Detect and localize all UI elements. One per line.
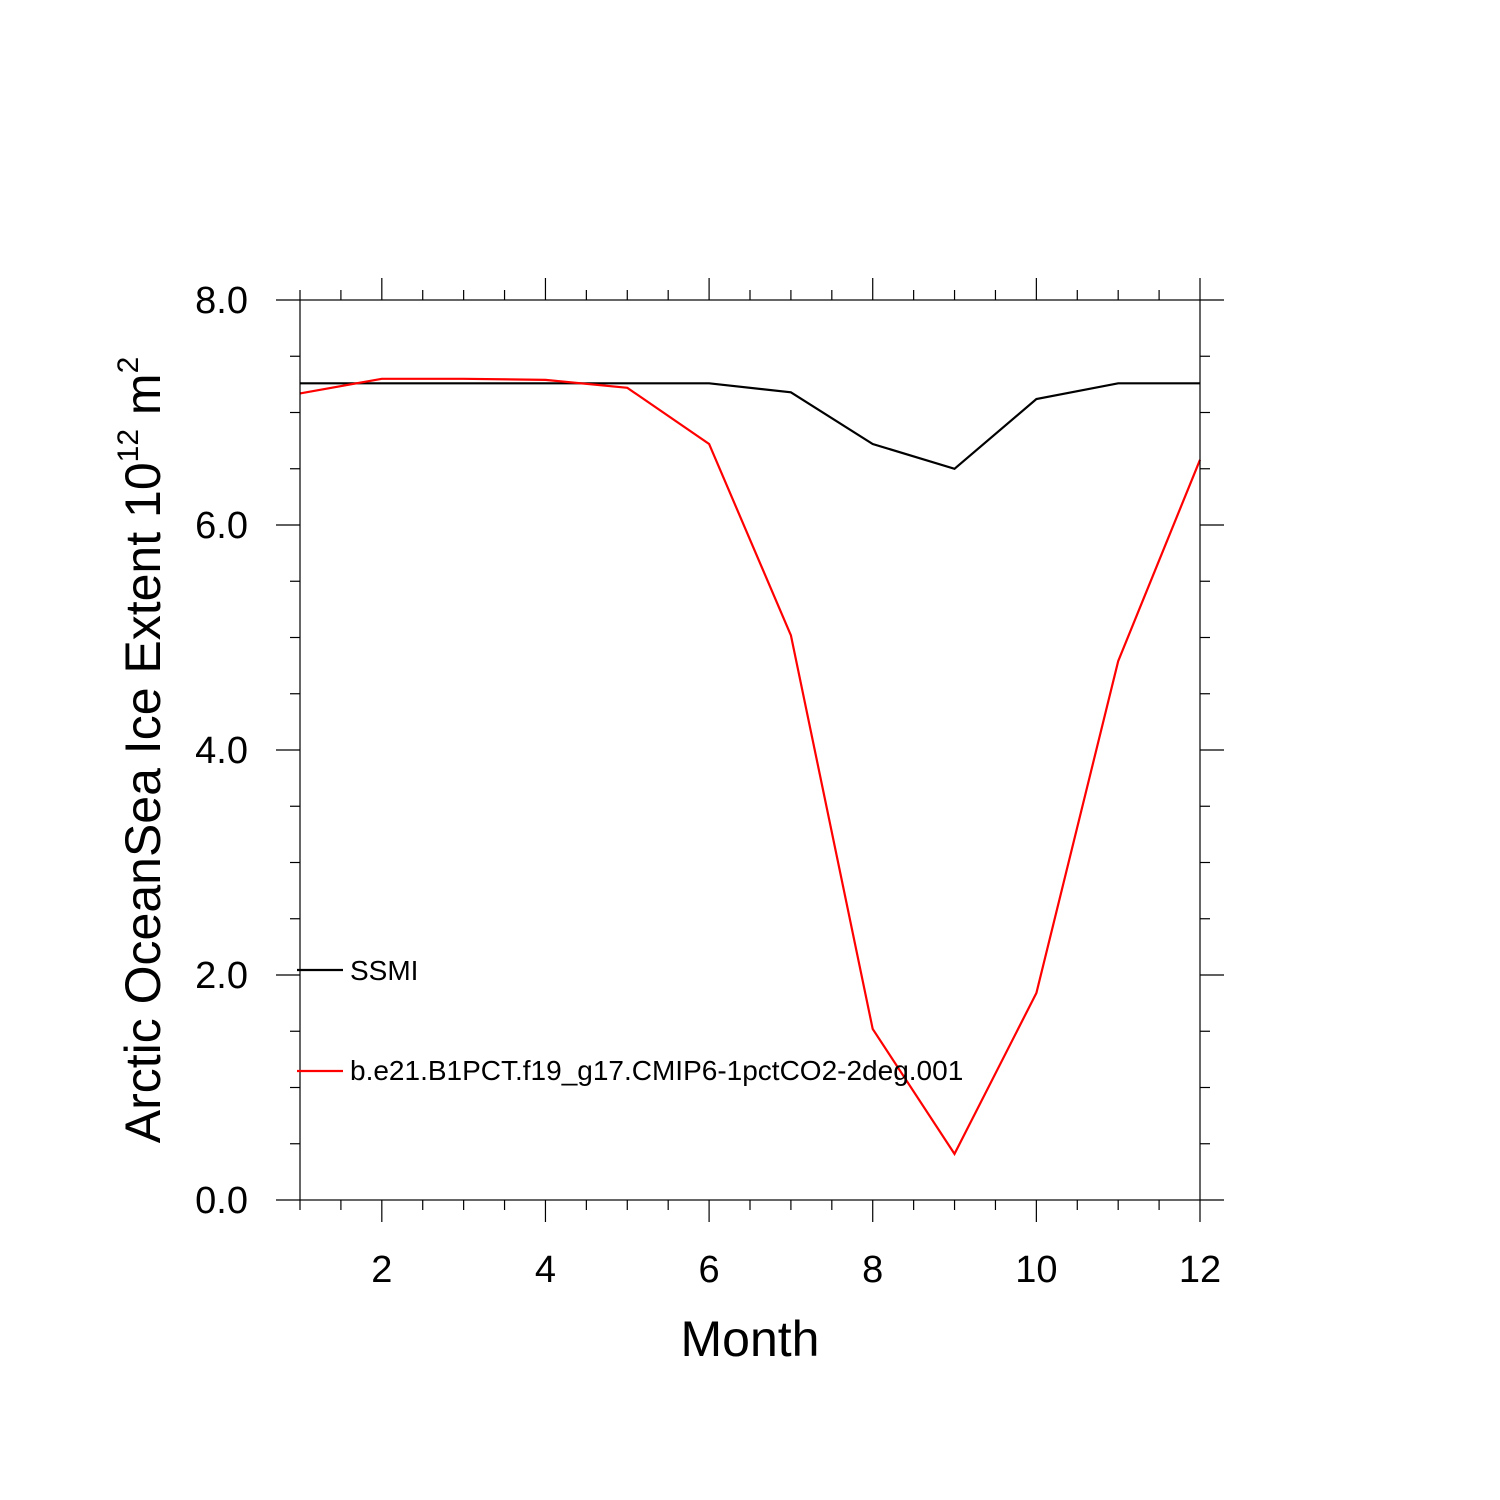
plot-frame: [299, 299, 1201, 1201]
x-tick-label: 6: [699, 1249, 720, 1291]
x-axis-title: Month: [681, 1311, 820, 1367]
series-line-model: [299, 377, 1202, 1157]
y-axis-title: Arctic OceanSea Ice Extent 1012 m2: [112, 357, 171, 1144]
y-axis-title-exponent: 12: [112, 429, 145, 462]
y-tick-label: 0.0: [195, 1180, 248, 1222]
y-tick-label: 2.0: [195, 955, 248, 997]
y-axis-title-unit-exponent: 2: [112, 357, 145, 374]
series-line-ssmi: [300, 382, 1200, 471]
legend-label-ssmi: SSMI: [350, 955, 418, 986]
tick-labels: 2 4 6 8 10 12 0.0 2.0 4.0 6.0 8.0: [195, 280, 1221, 1291]
y-tick-label: 4.0: [195, 730, 248, 772]
x-tick-label: 12: [1179, 1249, 1221, 1291]
y-tick-label: 8.0: [195, 280, 248, 322]
axis-ticks: [276, 278, 1224, 1222]
legend-label-model: b.e21.B1PCT.f19_g17.CMIP6-1pctCO2-2deg.0…: [350, 1055, 963, 1086]
series-layer: [299, 377, 1202, 1157]
x-tick-label: 10: [1015, 1249, 1057, 1291]
y-axis-title-text: Arctic OceanSea Ice Extent 10: [115, 462, 171, 1143]
y-axis-title-unit: m: [115, 373, 171, 429]
x-tick-label: 8: [862, 1249, 883, 1291]
legend: SSMI b.e21.B1PCT.f19_g17.CMIP6-1pctCO2-2…: [297, 955, 963, 1086]
y-tick-label: 6.0: [195, 505, 248, 547]
x-tick-label: 2: [371, 1249, 392, 1291]
x-tick-label: 4: [535, 1249, 556, 1291]
